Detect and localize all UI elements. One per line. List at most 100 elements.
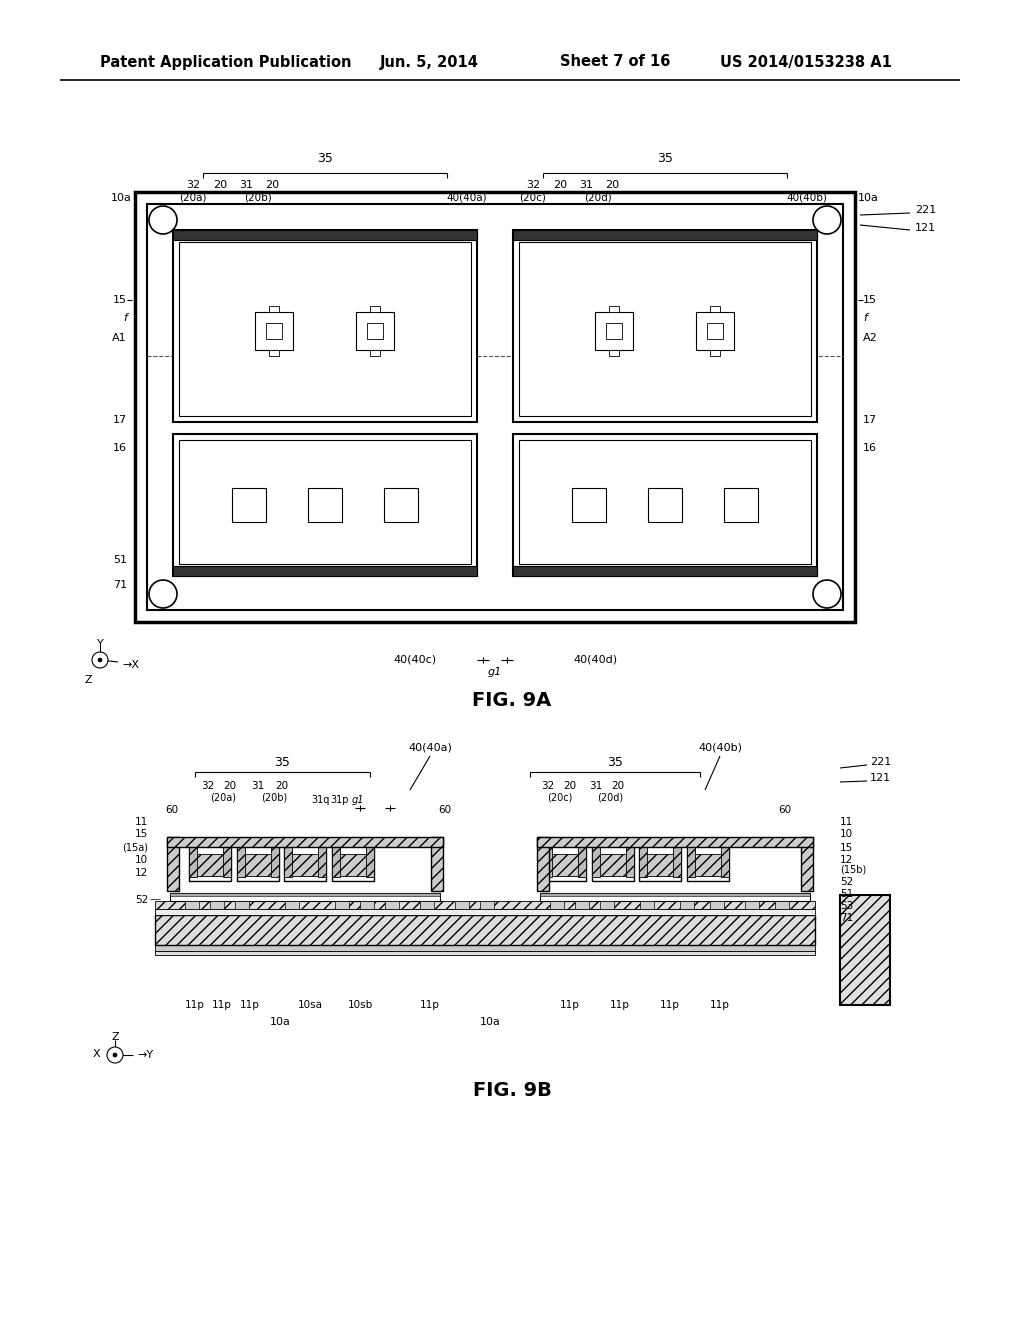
Bar <box>687 841 729 880</box>
Text: 60: 60 <box>778 805 792 814</box>
Text: Y: Y <box>96 639 103 649</box>
Text: 12: 12 <box>135 869 148 878</box>
Bar <box>513 434 817 576</box>
Bar <box>537 837 813 847</box>
Bar <box>840 895 890 1005</box>
Bar <box>155 915 815 945</box>
Bar <box>210 902 224 909</box>
Text: f: f <box>863 313 867 323</box>
Text: 32: 32 <box>186 180 200 190</box>
Bar <box>696 312 734 350</box>
Text: 10sa: 10sa <box>298 1001 323 1010</box>
Bar <box>170 894 440 902</box>
Bar <box>167 837 179 891</box>
Text: Z: Z <box>84 675 92 685</box>
Text: 15: 15 <box>863 294 877 305</box>
Bar <box>367 323 383 339</box>
Text: →X: →X <box>122 660 139 671</box>
Text: 11p: 11p <box>212 1001 232 1010</box>
Bar <box>332 841 374 880</box>
Text: 20: 20 <box>605 180 620 190</box>
Text: (15b): (15b) <box>840 865 866 875</box>
Text: 51: 51 <box>840 888 853 899</box>
Bar <box>285 902 299 909</box>
Bar <box>165 222 485 591</box>
Text: 53: 53 <box>840 902 853 911</box>
Text: 71: 71 <box>840 913 853 923</box>
Bar <box>643 854 677 876</box>
Bar <box>626 845 634 876</box>
Bar <box>513 566 817 576</box>
Text: →Y: →Y <box>137 1049 154 1060</box>
Text: FIG. 9B: FIG. 9B <box>472 1081 552 1100</box>
Bar <box>155 945 815 950</box>
Text: 40(40b): 40(40b) <box>698 743 742 752</box>
Text: (20d): (20d) <box>584 193 612 203</box>
Text: 32: 32 <box>542 781 555 791</box>
Bar <box>241 854 275 876</box>
Bar <box>284 845 292 876</box>
Text: Patent Application Publication: Patent Application Publication <box>100 54 351 70</box>
Bar <box>155 950 815 954</box>
Bar <box>519 242 811 416</box>
Bar <box>548 854 582 876</box>
Circle shape <box>150 579 177 609</box>
Text: 35: 35 <box>317 152 333 165</box>
Bar <box>431 837 443 891</box>
Bar <box>707 323 723 339</box>
Bar <box>648 488 682 521</box>
Bar <box>135 191 855 622</box>
Bar <box>150 206 841 609</box>
Bar <box>592 845 600 876</box>
Text: 31q: 31q <box>311 795 329 805</box>
Text: 20: 20 <box>265 180 280 190</box>
Text: 10sb: 10sb <box>347 1001 373 1010</box>
Text: 35: 35 <box>607 755 623 768</box>
Text: (20c): (20c) <box>547 792 572 803</box>
Text: 11p: 11p <box>240 1001 260 1010</box>
Text: 15: 15 <box>840 843 853 853</box>
Bar <box>366 845 374 876</box>
Bar <box>284 841 326 880</box>
Text: 40(40a): 40(40a) <box>446 193 487 203</box>
Bar <box>505 222 825 591</box>
Text: 11: 11 <box>840 817 853 828</box>
Bar <box>335 902 349 909</box>
Text: 31: 31 <box>239 180 253 190</box>
Bar <box>550 902 564 909</box>
Text: 121: 121 <box>915 223 936 234</box>
Bar <box>234 902 249 909</box>
Text: 20: 20 <box>611 781 625 791</box>
Text: 121: 121 <box>870 774 891 783</box>
Bar <box>595 312 633 350</box>
Bar <box>680 902 694 909</box>
Text: 52: 52 <box>135 895 148 906</box>
Bar <box>639 845 647 876</box>
Text: 51: 51 <box>113 554 127 565</box>
Bar <box>173 566 477 576</box>
Bar <box>572 488 606 521</box>
Text: Z: Z <box>112 1032 119 1041</box>
Bar <box>232 488 266 521</box>
Bar <box>173 230 477 422</box>
Bar <box>801 837 813 891</box>
Bar <box>370 306 380 312</box>
Text: 12: 12 <box>840 855 853 865</box>
Text: 31: 31 <box>251 781 264 791</box>
Bar <box>308 488 342 521</box>
Bar <box>606 323 622 339</box>
Bar <box>237 841 279 880</box>
Bar <box>592 841 634 880</box>
Bar <box>673 845 681 876</box>
Text: 31p: 31p <box>331 795 349 805</box>
Text: 40(40c): 40(40c) <box>393 655 436 665</box>
Bar <box>266 323 282 339</box>
Text: 10: 10 <box>135 855 148 865</box>
Bar <box>356 312 394 350</box>
Circle shape <box>150 206 177 234</box>
Text: 11: 11 <box>135 817 148 828</box>
Bar <box>360 902 374 909</box>
Bar <box>223 845 231 876</box>
Bar <box>640 902 654 909</box>
Bar <box>179 440 471 564</box>
